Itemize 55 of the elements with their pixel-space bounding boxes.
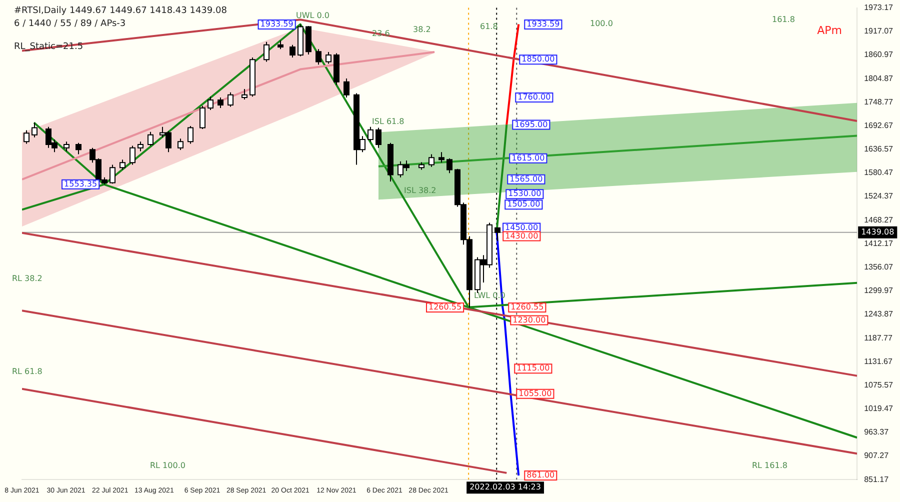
y-tick-label: 1187.77 (864, 333, 893, 342)
annotation: 1933.59 (260, 20, 294, 29)
annotation: 1260.55 (510, 302, 544, 312)
y-tick-label: 1075.57 (864, 380, 894, 390)
annotation: ISL 38.2 (404, 186, 436, 196)
y-tick-label: 1748.77 (864, 97, 894, 106)
annotation: 1850.00 (522, 54, 555, 64)
annotation: 38.2 (413, 25, 431, 34)
annotation: 1565.00 (510, 174, 543, 184)
annotation: 1230.00 (512, 315, 546, 324)
y-tick-label: 1131.67 (864, 356, 893, 366)
y-tick-label: 1973.17 (864, 3, 894, 12)
y-tick-label: 1692.67 (864, 120, 894, 130)
y-tick-label: 1804.87 (864, 74, 894, 83)
y-tick-label: 1636.57 (864, 144, 894, 154)
y-tick-label: 963.37 (864, 428, 890, 437)
annotation: APm (817, 24, 842, 37)
annotation: 1450.00 (505, 222, 538, 232)
annotation: 1933.59 (526, 20, 560, 29)
y-tick-label: 1299.97 (864, 286, 894, 296)
chart-title: #RTSI,Daily 1449.67 1449.67 1418.43 1439.08 (14, 5, 227, 18)
annotation: 1260.55 (428, 302, 462, 312)
annotation: 1760.00 (518, 92, 551, 102)
annotation: RL 161.8 (752, 461, 788, 470)
y-tick-label: 907.27 (864, 451, 890, 460)
y-tick-label: 1412.17 (864, 238, 894, 248)
annotation: RL 38.2 (12, 274, 42, 284)
annotation: 1505.00 (507, 200, 540, 209)
annotation: 161.8 (772, 15, 795, 24)
annotation: 1695.00 (514, 120, 548, 129)
y-tick-label: 1468.27 (864, 215, 894, 224)
annotation: RL 61.8 (12, 367, 42, 376)
annotation: 1055.00 (518, 388, 552, 398)
y-tick-label: 1019.47 (864, 404, 894, 414)
annotation: 1615.00 (512, 153, 545, 162)
annotation: 1430.00 (505, 231, 538, 240)
annotation: 61.8 (480, 22, 498, 32)
y-tick-label: 1860.97 (864, 50, 894, 60)
annotation: 861.00 (526, 470, 555, 480)
y-tick-label: 1917.07 (864, 26, 894, 36)
y-tick-label: 1243.87 (864, 310, 894, 319)
annotation: 1115.00 (516, 364, 550, 373)
y-tick-label: 1580.47 (864, 168, 894, 178)
ref-line-label: 2022.02.03 14:23 (470, 482, 541, 492)
annotation: RL 100.0 (150, 461, 186, 470)
y-tick-label: 851.17 (864, 474, 890, 484)
ref-line-label: 1439.08 (861, 227, 894, 236)
y-tick-label: 1356.07 (864, 262, 894, 272)
y-tick-label: 1524.37 (864, 192, 894, 201)
annotation: 1530.00 (508, 189, 542, 198)
annotation: 1553.35 (64, 179, 98, 188)
annotation: UWL 0.0 (296, 11, 330, 20)
text: 6 / 1440 / 55 / 89 / APs-3 (14, 18, 127, 31)
annotation: 100.0 (590, 19, 613, 28)
annotation: ISL 61.8 (372, 117, 404, 126)
